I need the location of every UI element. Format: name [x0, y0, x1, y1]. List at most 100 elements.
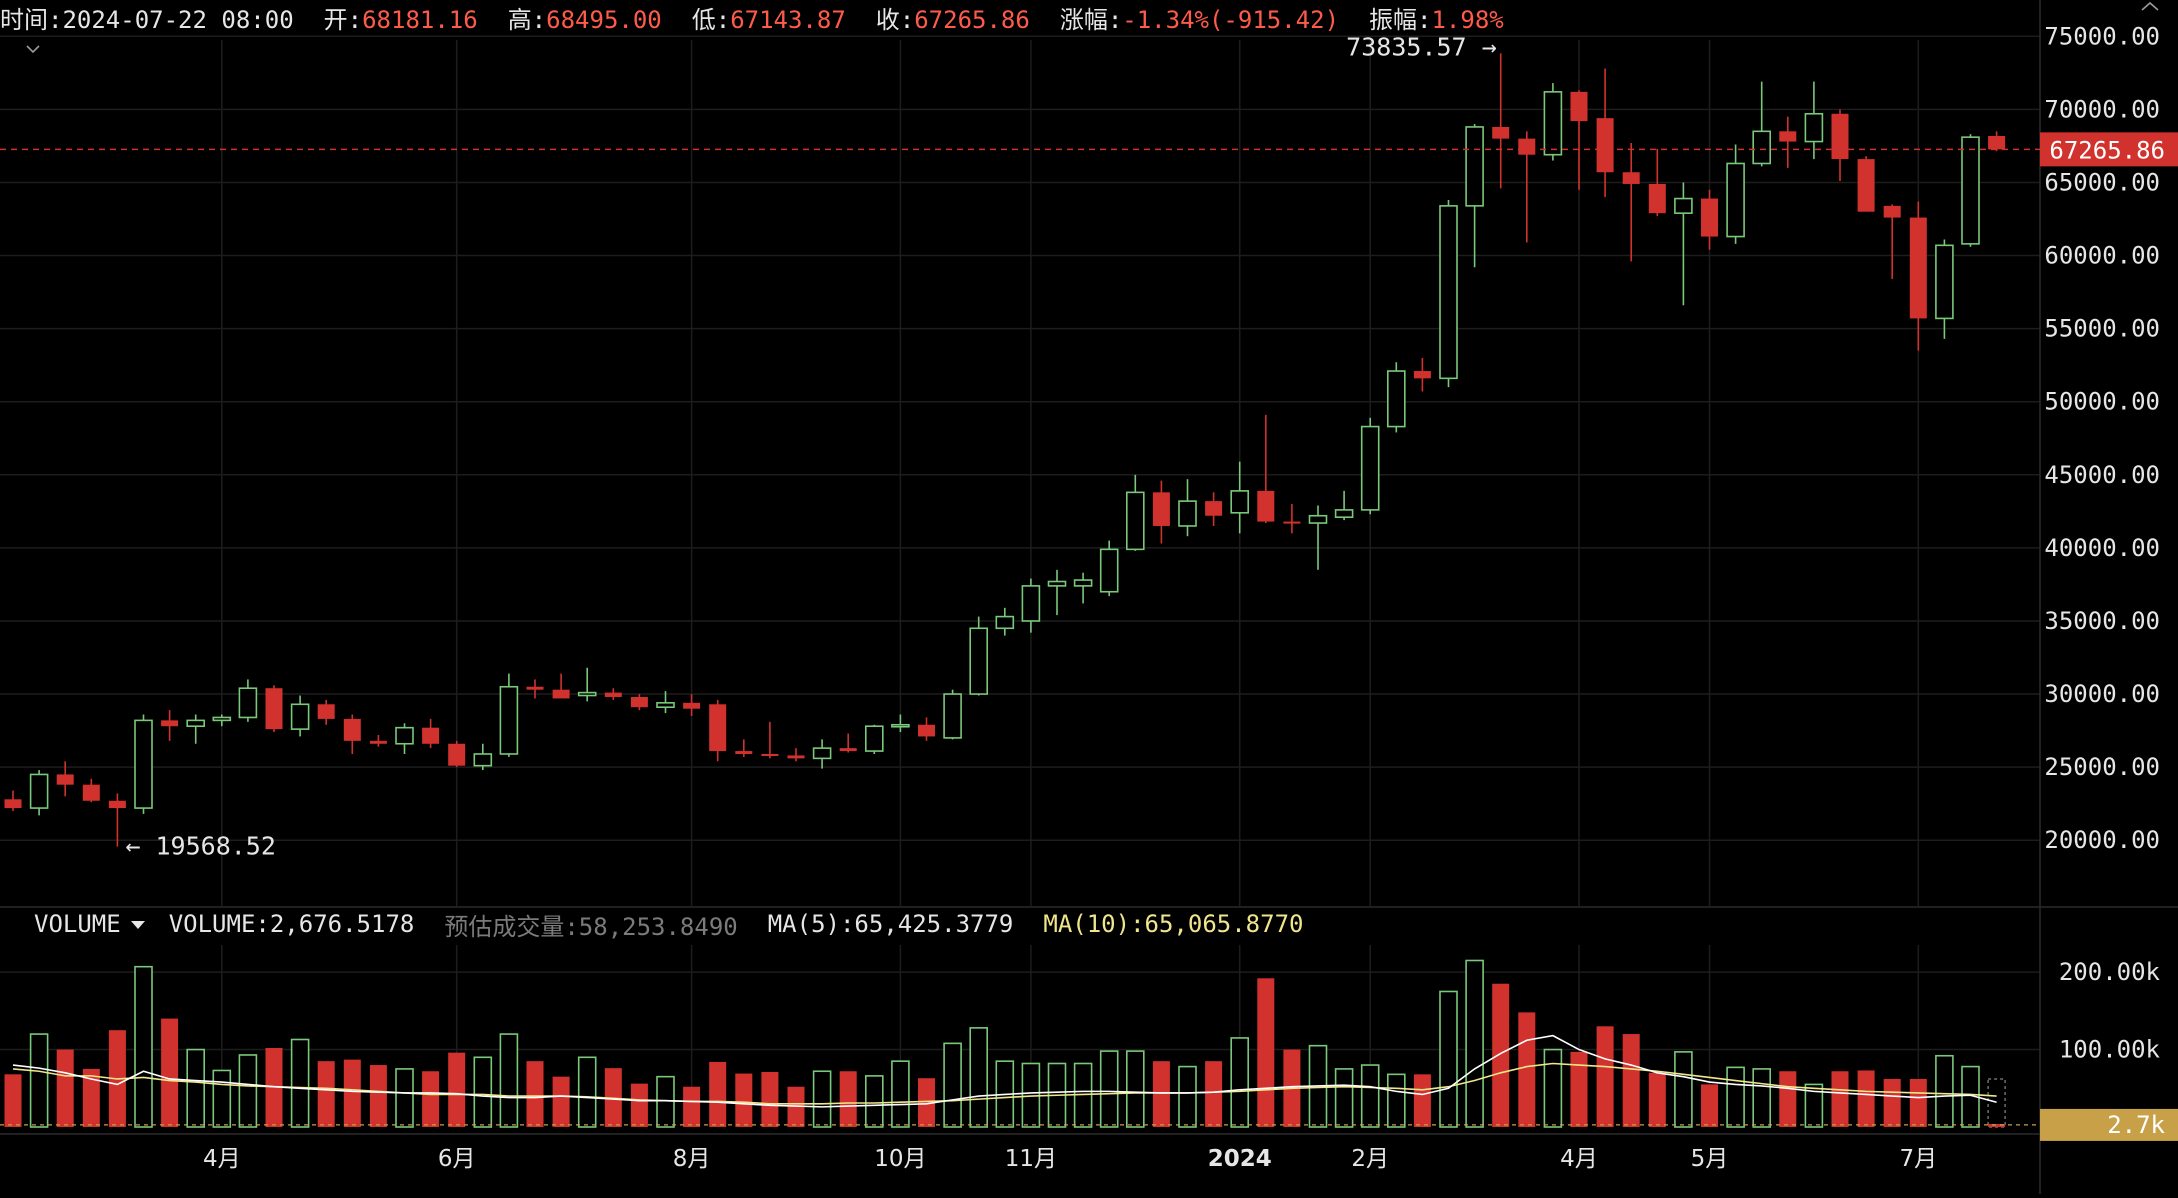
candle-body — [1387, 370, 1406, 428]
min-price-annotation: ← 19568.52 — [125, 832, 276, 861]
close-info: 收:67265.86 — [876, 0, 1030, 35]
price-tick-label: 75000.00 — [2044, 22, 2160, 50]
ma-lines — [12, 1034, 1997, 1108]
candle-body — [1230, 490, 1249, 514]
candle-body — [1779, 131, 1797, 142]
volume-bar — [1570, 1051, 1588, 1127]
candle-body — [238, 687, 258, 719]
time-label: 时间: — [0, 5, 63, 34]
candle-body — [343, 718, 361, 741]
candle-body — [526, 686, 544, 690]
volume-bar — [473, 1056, 493, 1128]
volume-bar — [82, 1068, 100, 1127]
volume-bar — [1360, 1064, 1380, 1128]
time-tick-label: 11月 — [1005, 1146, 1057, 1172]
candle-body — [369, 740, 387, 744]
volume-info-bar: VOLUME VOLUME:2,676.5178 预估成交量:58,253.84… — [34, 908, 1333, 941]
candle-body — [1413, 371, 1431, 379]
time-tick-label: 2024 — [1208, 1146, 1272, 1172]
volume-bar — [1883, 1078, 1901, 1127]
volume-bar — [1152, 1061, 1170, 1127]
time-tick-label: 4月 — [1560, 1146, 1598, 1172]
volume-bar — [577, 1056, 597, 1128]
volume-bar — [1648, 1072, 1666, 1127]
candle-body — [787, 755, 805, 759]
volume-bar — [1518, 1012, 1536, 1127]
candle-body — [969, 627, 989, 695]
candle-body — [1935, 244, 1954, 320]
volume-series — [4, 959, 2006, 1128]
volume-bar — [1178, 1065, 1197, 1128]
time-tick-label: 5月 — [1691, 1146, 1729, 1172]
volume-bar — [1831, 1071, 1849, 1127]
volume-bar — [891, 1060, 910, 1128]
open-info: 开:68181.16 — [324, 0, 478, 35]
candle-body — [1492, 126, 1510, 139]
candle-body — [1804, 112, 1824, 143]
candle-series — [4, 53, 2006, 847]
volume-bar — [395, 1068, 414, 1128]
candle-body — [1518, 138, 1536, 155]
volume-bar — [656, 1075, 675, 1128]
candle-body — [735, 751, 753, 754]
change-value: -1.34%(-915.42) — [1122, 5, 1340, 34]
price-tick-label: 30000.00 — [2044, 680, 2160, 708]
volume-bar — [943, 1042, 962, 1128]
candle-body — [265, 688, 283, 730]
volume-tick-label: 200.00k — [2059, 958, 2161, 986]
current-volume-tag — [2040, 1108, 2178, 1141]
volume-bar — [969, 1027, 989, 1128]
overlay: 67265.86 2.7k 73835.57 → ← 19568.52 — [0, 32, 2178, 1141]
candle-body — [186, 719, 205, 728]
time-tick-label: 6月 — [438, 1146, 476, 1172]
volume-bar — [683, 1086, 701, 1127]
price-tick-label: 25000.00 — [2044, 753, 2160, 781]
candle-body — [1726, 162, 1745, 238]
volume-bar — [1804, 1083, 1824, 1128]
candle-body — [4, 799, 22, 809]
candle-body — [709, 704, 727, 752]
volume-bar — [1205, 1061, 1223, 1127]
volume-bar — [1387, 1073, 1406, 1128]
volume-bar — [1126, 1050, 1145, 1128]
candle-body — [1570, 91, 1588, 122]
volume-bar — [369, 1065, 387, 1127]
volume-bar — [918, 1078, 935, 1127]
volume-bar — [1543, 1048, 1563, 1128]
time-tick-label: 7月 — [1899, 1146, 1937, 1172]
time-tick-label: 2月 — [1351, 1146, 1389, 1172]
chevron-down-icon[interactable] — [26, 42, 40, 56]
candle-body — [317, 704, 335, 719]
volume-selector[interactable]: VOLUME — [34, 910, 169, 938]
estimated-volume: 预估成交量:58,253.8490 — [444, 912, 738, 941]
price-tick-label: 45000.00 — [2044, 461, 2160, 489]
volume-bar — [29, 1033, 49, 1128]
volume-selector-label: VOLUME — [34, 910, 121, 938]
candle-body — [395, 726, 414, 745]
time-info: 时间:2024-07-22 08:00 — [0, 0, 294, 35]
volume-bar — [238, 1054, 258, 1128]
ma10-value: MA(10):65,065.8770 — [1043, 910, 1304, 938]
volume-bar — [212, 1069, 232, 1128]
candle-body — [1543, 91, 1563, 156]
volume-bar — [1622, 1034, 1640, 1127]
current-price-label: 67265.86 — [2049, 136, 2165, 164]
volume-bar — [1779, 1071, 1797, 1127]
change-info: 涨幅:-1.34%(-915.42) — [1060, 0, 1339, 35]
volume-bar — [1413, 1074, 1431, 1127]
candle-body — [473, 753, 493, 767]
volume-bar — [448, 1052, 466, 1127]
candle-body — [864, 725, 884, 752]
current-price-tag — [2040, 132, 2178, 167]
ma5-value: MA(5):65,425.3779 — [767, 910, 1014, 938]
volume-bar — [1099, 1050, 1119, 1128]
ma10-line — [12, 1062, 1997, 1105]
volume-bar — [1492, 983, 1510, 1127]
candle-body — [1283, 521, 1301, 524]
volume-bar — [526, 1061, 544, 1127]
chevron-up-icon[interactable] — [2138, 0, 2162, 12]
change-label: 涨幅: — [1059, 5, 1123, 34]
high-info: 高:68495.00 — [508, 0, 662, 35]
volume-bar — [1935, 1054, 1954, 1128]
